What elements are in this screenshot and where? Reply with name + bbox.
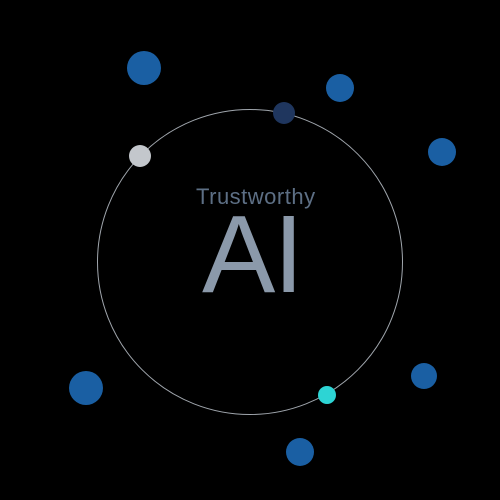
- orbit-diagram: Trustworthy AI: [0, 0, 500, 500]
- title-text: AI: [202, 200, 302, 310]
- outer-dot: [286, 438, 314, 466]
- outer-dot: [428, 138, 456, 166]
- outer-dot: [69, 371, 103, 405]
- outer-dot: [411, 363, 437, 389]
- outer-dot: [326, 74, 354, 102]
- orbit-dot: [318, 386, 336, 404]
- outer-dot: [127, 51, 161, 85]
- orbit-dot: [129, 145, 151, 167]
